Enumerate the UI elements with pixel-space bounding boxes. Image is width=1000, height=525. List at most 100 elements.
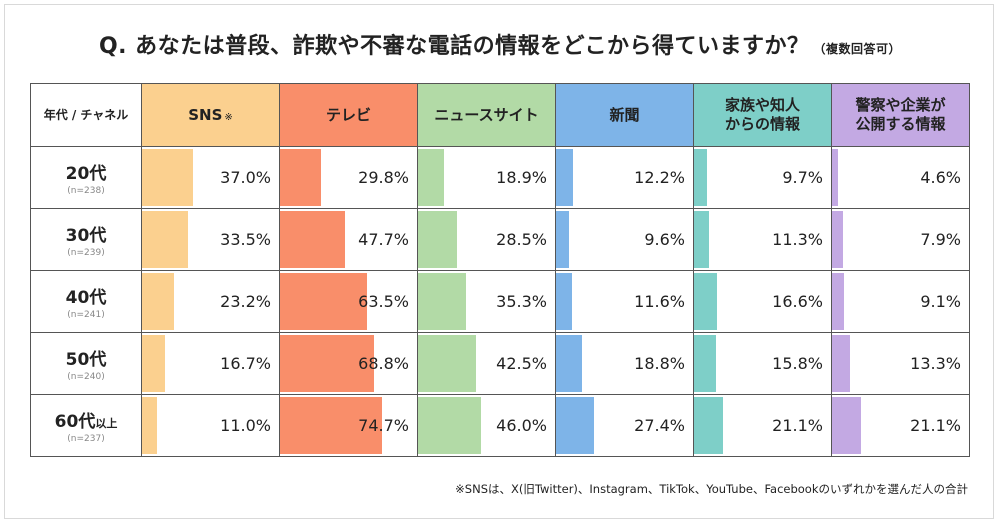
value-cell: 11.3%: [693, 208, 832, 271]
column-header-label: 新聞: [609, 105, 640, 124]
value-bar: [418, 211, 458, 268]
value-bar: [832, 149, 839, 206]
value-label: 33.5%: [220, 230, 271, 249]
value-cell: 63.5%: [279, 270, 418, 333]
age-label: 30代: [65, 226, 107, 246]
value-cell: 33.5%: [141, 208, 280, 271]
value-cell: 27.4%: [555, 394, 694, 457]
value-bar: [142, 211, 188, 268]
value-label: 18.9%: [496, 168, 547, 187]
column-header-label: 公開する情報: [855, 115, 946, 133]
value-bar: [694, 149, 708, 206]
column-header-label: からの情報: [724, 115, 800, 133]
table-body: 20代 (n=238) 37.0% 29.8% 18.9% 12.2% 9.7% 4.6% 30…: [30, 146, 970, 457]
table-row: 30代 (n=239) 33.5% 47.7% 28.5% 9.6% 11.3% 7.9%: [30, 208, 970, 271]
value-cell: 37.0%: [141, 146, 280, 209]
value-cell: 42.5%: [417, 332, 556, 395]
value-label: 47.7%: [358, 230, 409, 249]
value-label: 4.6%: [920, 168, 961, 187]
value-bar: [556, 397, 594, 454]
value-bar: [142, 335, 165, 392]
value-bar: [694, 397, 723, 454]
sample-size: (n=237): [67, 434, 105, 444]
value-cell: 23.2%: [141, 270, 280, 333]
value-cell: 11.6%: [555, 270, 694, 333]
value-label: 9.6%: [644, 230, 685, 249]
value-bar: [832, 211, 843, 268]
value-label: 46.0%: [496, 416, 547, 435]
value-bar: [418, 397, 482, 454]
value-label: 11.0%: [220, 416, 271, 435]
value-bar: [418, 149, 444, 206]
value-bar: [280, 335, 375, 392]
value-cell: 9.7%: [693, 146, 832, 209]
value-label: 42.5%: [496, 354, 547, 373]
value-label: 28.5%: [496, 230, 547, 249]
table-row: 50代 (n=240) 16.7% 68.8% 42.5% 18.8% 15.8% 13.3%: [30, 332, 970, 395]
age-cell: 20代 (n=238): [30, 146, 142, 209]
value-label: 9.7%: [782, 168, 823, 187]
column-header-4: 家族や知人 からの情報: [693, 83, 832, 147]
sample-size: (n=241): [67, 310, 105, 320]
title-text: Q. あなたは普段、詐欺や不審な電話の情報をどこから得ていますか？: [98, 34, 810, 59]
value-bar: [694, 335, 716, 392]
age-cell: 40代 (n=241): [30, 270, 142, 333]
value-cell: 35.3%: [417, 270, 556, 333]
value-cell: 9.6%: [555, 208, 694, 271]
column-header-label: 家族や知人: [724, 96, 800, 115]
value-bar: [418, 335, 477, 392]
value-bar: [142, 149, 193, 206]
value-label: 74.7%: [358, 416, 409, 435]
value-cell: 21.1%: [831, 394, 970, 457]
value-label: 15.8%: [772, 354, 823, 373]
value-cell: 74.7%: [279, 394, 418, 457]
column-header-2: ニュースサイト: [417, 83, 556, 147]
value-cell: 29.8%: [279, 146, 418, 209]
value-bar: [556, 149, 573, 206]
age-cell: 50代 (n=240): [30, 332, 142, 395]
value-bar: [280, 211, 346, 268]
footnote: ※SNSは、X(旧Twitter)、Instagram、TikTok、YouTu…: [455, 482, 968, 496]
column-header-5: 警察や企業が 公開する情報: [831, 83, 970, 147]
value-label: 11.6%: [634, 292, 685, 311]
column-header-0: SNS ※: [141, 83, 280, 147]
age-label: 40代: [65, 288, 107, 308]
chart-frame: [4, 4, 994, 519]
value-bar: [280, 149, 321, 206]
value-cell: 47.7%: [279, 208, 418, 271]
column-header-label: 警察や企業が: [855, 96, 946, 115]
value-label: 63.5%: [358, 292, 409, 311]
value-label: 29.8%: [358, 168, 409, 187]
value-label: 9.1%: [920, 292, 961, 311]
corner-header: 年代 / チャネル: [30, 83, 142, 147]
value-cell: 15.8%: [693, 332, 832, 395]
value-label: 18.8%: [634, 354, 685, 373]
age-suffix: 以上: [95, 417, 118, 430]
value-cell: 9.1%: [831, 270, 970, 333]
value-cell: 68.8%: [279, 332, 418, 395]
value-bar: [418, 273, 467, 330]
value-bar: [694, 273, 717, 330]
value-bar: [556, 273, 572, 330]
value-cell: 16.7%: [141, 332, 280, 395]
chart-title: Q. あなたは普段、詐欺や不審な電話の情報をどこから得ていますか？ （複数回答可）: [0, 28, 1000, 60]
sample-size: (n=238): [67, 186, 105, 196]
age-label: 60代以上: [54, 412, 118, 432]
value-cell: 18.9%: [417, 146, 556, 209]
value-cell: 11.0%: [141, 394, 280, 457]
sample-size: (n=239): [67, 248, 105, 258]
column-header-3: 新聞: [555, 83, 694, 147]
column-header-label: SNS: [188, 105, 223, 124]
value-cell: 4.6%: [831, 146, 970, 209]
value-label: 12.2%: [634, 168, 685, 187]
data-table: 年代 / チャネル SNS ※ テレビ ニュースサイト 新聞 家族や知人 からの情報 警察や企…: [30, 83, 970, 457]
value-cell: 46.0%: [417, 394, 556, 457]
value-cell: 21.1%: [693, 394, 832, 457]
sample-size: (n=240): [67, 372, 105, 382]
value-bar: [832, 273, 845, 330]
value-cell: 28.5%: [417, 208, 556, 271]
value-label: 35.3%: [496, 292, 547, 311]
value-bar: [832, 335, 851, 392]
table-row: 40代 (n=241) 23.2% 63.5% 35.3% 11.6% 16.6% 9.1%: [30, 270, 970, 333]
value-bar: [280, 273, 367, 330]
